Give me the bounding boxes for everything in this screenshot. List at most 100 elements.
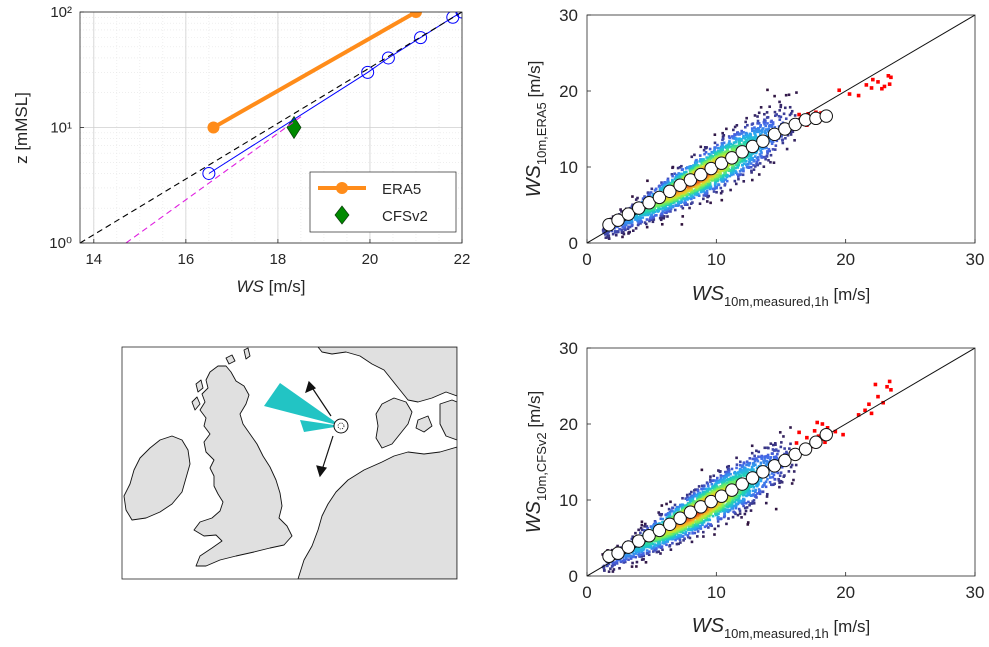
density-point — [735, 466, 738, 470]
density-point — [734, 498, 738, 502]
density-point — [666, 215, 669, 218]
density-point — [776, 452, 779, 456]
y-tick-label: 10 — [559, 158, 578, 177]
density-point — [730, 467, 734, 471]
density-point — [677, 534, 680, 537]
density-point — [713, 153, 717, 157]
density-point — [746, 123, 749, 127]
density-point — [690, 490, 693, 494]
density-point — [658, 543, 662, 547]
density-point — [607, 562, 611, 566]
density-point — [709, 511, 713, 514]
density-point — [759, 125, 762, 129]
density-point — [773, 148, 777, 151]
density-point — [783, 474, 786, 477]
density-point — [727, 480, 731, 484]
density-point — [711, 509, 714, 512]
density-point — [754, 155, 757, 158]
density-point — [740, 129, 743, 133]
density-point — [722, 508, 725, 512]
density-point — [774, 144, 778, 147]
density-point — [675, 176, 678, 180]
density-point — [743, 467, 746, 471]
density-point — [645, 225, 649, 229]
density-point — [643, 543, 647, 547]
density-point — [770, 142, 774, 146]
density-point — [725, 508, 729, 512]
density-point — [734, 171, 738, 174]
density-point — [713, 182, 717, 185]
density-point — [705, 156, 708, 159]
density-point — [631, 561, 634, 565]
density-point — [699, 188, 703, 192]
density-point — [677, 508, 680, 512]
density-point — [661, 517, 665, 521]
density-point — [700, 515, 704, 519]
density-point — [743, 143, 747, 146]
density-point — [718, 470, 722, 474]
site-marker — [333, 418, 349, 434]
density-point — [740, 501, 744, 505]
density-point — [611, 563, 615, 567]
density-point — [669, 210, 672, 213]
density-point — [660, 504, 664, 507]
density-point — [761, 490, 764, 494]
density-point — [708, 147, 712, 151]
density-point — [693, 493, 697, 496]
density-point — [643, 522, 647, 526]
density-point — [763, 131, 767, 135]
data-point-measured — [361, 65, 375, 79]
outlier-point — [882, 84, 887, 89]
density-point — [756, 119, 760, 123]
density-point — [700, 484, 704, 488]
density-point — [691, 201, 694, 204]
density-point — [758, 492, 762, 496]
outlier-point — [876, 80, 880, 84]
density-point — [753, 114, 757, 117]
density-point — [759, 106, 763, 109]
density-point — [646, 179, 649, 183]
density-point — [758, 491, 761, 494]
density-point — [640, 555, 643, 558]
density-point — [753, 165, 757, 168]
density-point — [713, 141, 717, 145]
density-point — [717, 506, 720, 510]
density-point — [749, 165, 753, 169]
density-point — [638, 548, 642, 551]
bin-mean-marker — [756, 134, 770, 148]
density-point — [616, 230, 620, 233]
bin-mean-marker — [725, 151, 739, 165]
density-point — [721, 503, 724, 506]
density-point — [740, 516, 743, 519]
density-point — [618, 566, 621, 570]
density-point — [737, 500, 741, 504]
density-point — [650, 187, 654, 191]
density-point — [644, 561, 648, 564]
ireland — [123, 435, 191, 521]
density-point — [729, 188, 732, 192]
outlier-point — [869, 86, 874, 90]
density-point — [712, 479, 715, 482]
density-point — [607, 570, 611, 573]
density-point — [689, 165, 693, 168]
density-point — [602, 568, 606, 572]
density-point — [713, 133, 717, 136]
density-point — [705, 200, 709, 203]
density-point — [750, 451, 754, 455]
density-point — [702, 512, 706, 515]
density-point — [747, 487, 751, 491]
density-point — [770, 483, 773, 486]
density-point — [719, 474, 723, 477]
density-point — [653, 189, 657, 192]
density-point — [620, 230, 624, 233]
density-point — [715, 512, 718, 515]
outlier-point — [871, 77, 875, 82]
density-point — [696, 184, 700, 188]
density-point — [792, 470, 796, 473]
density-point — [742, 501, 745, 505]
density-point — [655, 547, 658, 550]
density-point — [779, 103, 783, 107]
density-point — [715, 508, 719, 512]
density-point — [772, 161, 776, 165]
density-point — [712, 190, 716, 193]
